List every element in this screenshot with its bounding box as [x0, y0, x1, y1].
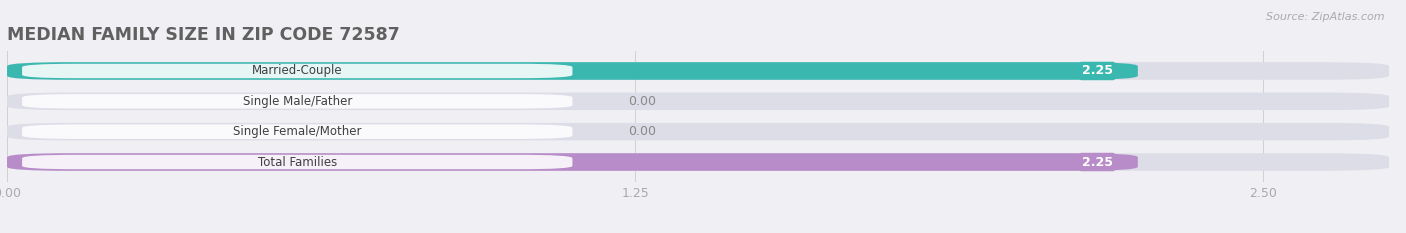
Text: 0.00: 0.00 [627, 95, 655, 108]
FancyBboxPatch shape [22, 155, 572, 169]
FancyBboxPatch shape [22, 64, 572, 78]
FancyBboxPatch shape [7, 62, 1137, 80]
Text: Total Families: Total Families [257, 155, 337, 168]
FancyBboxPatch shape [7, 62, 1389, 80]
Text: Single Male/Father: Single Male/Father [243, 95, 352, 108]
FancyBboxPatch shape [22, 94, 572, 109]
FancyBboxPatch shape [7, 153, 1137, 171]
FancyBboxPatch shape [7, 153, 1389, 171]
FancyBboxPatch shape [7, 123, 1389, 140]
FancyBboxPatch shape [7, 93, 1389, 110]
Text: MEDIAN FAMILY SIZE IN ZIP CODE 72587: MEDIAN FAMILY SIZE IN ZIP CODE 72587 [7, 26, 399, 44]
Text: Married-Couple: Married-Couple [252, 65, 343, 78]
Text: 2.25: 2.25 [1081, 65, 1112, 78]
Text: Single Female/Mother: Single Female/Mother [233, 125, 361, 138]
Text: 2.25: 2.25 [1081, 155, 1112, 168]
Text: Source: ZipAtlas.com: Source: ZipAtlas.com [1267, 12, 1385, 22]
Text: 0.00: 0.00 [627, 125, 655, 138]
FancyBboxPatch shape [22, 124, 572, 139]
